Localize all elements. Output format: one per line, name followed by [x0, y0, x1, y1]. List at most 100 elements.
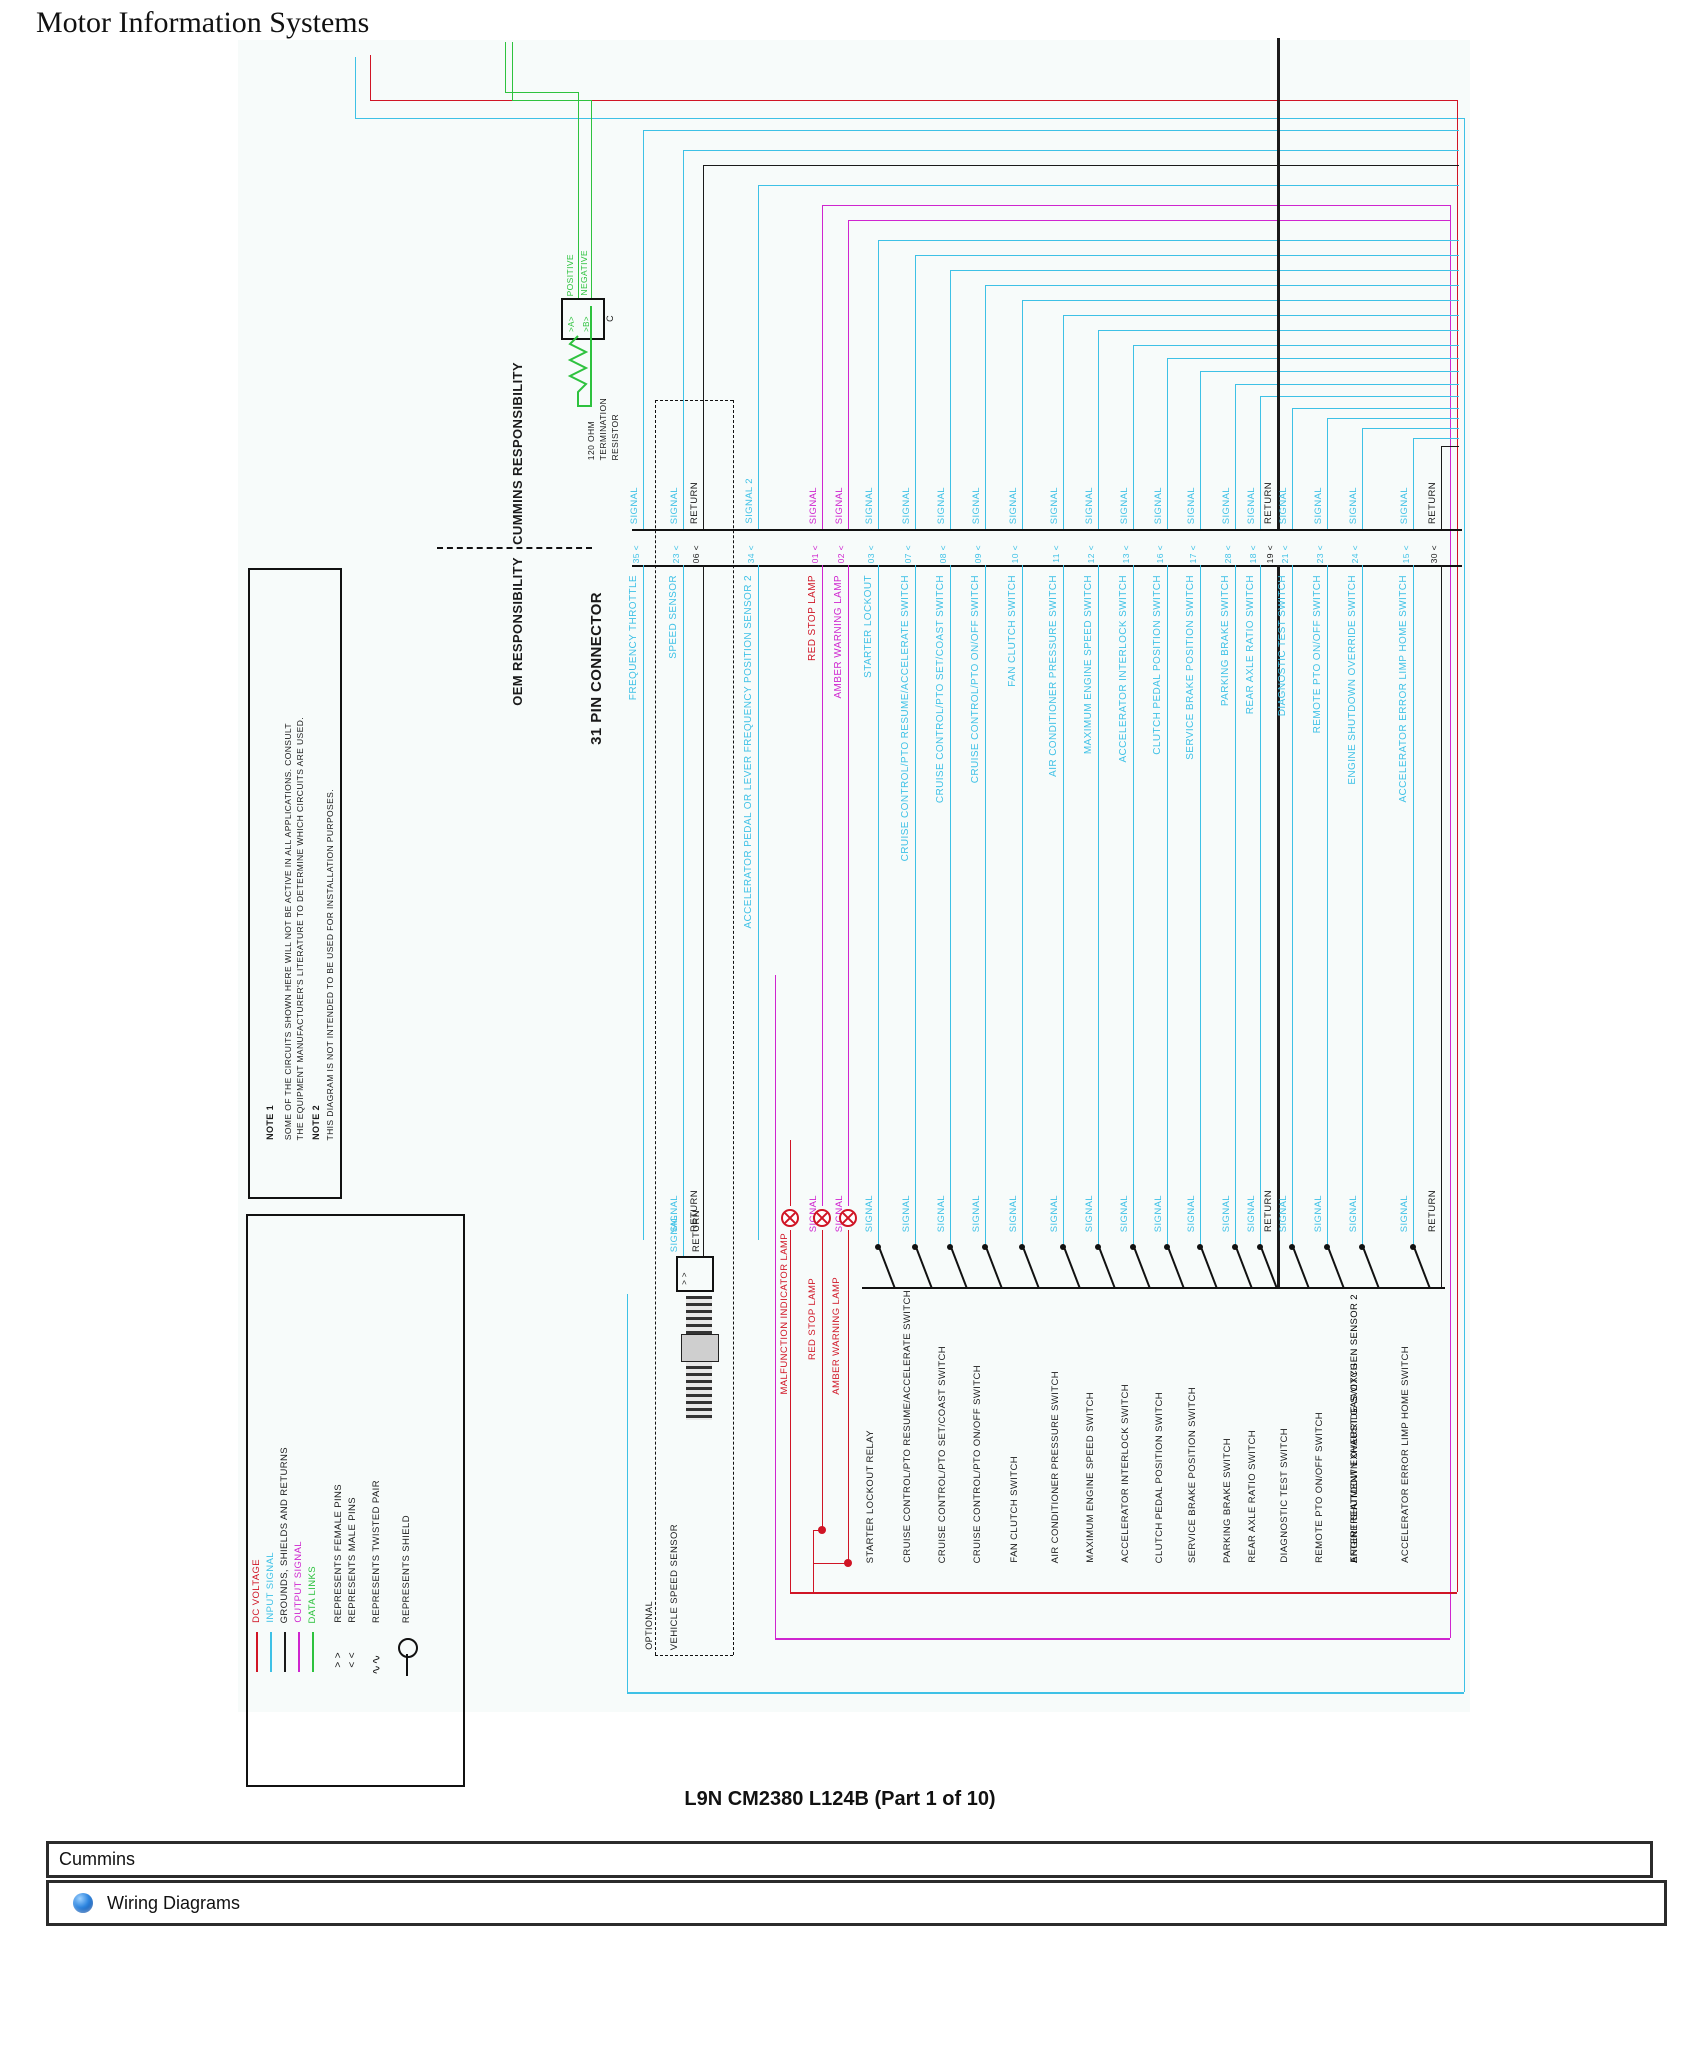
pin-11: 11 < [1051, 545, 1061, 563]
legend-sample-line [298, 1632, 300, 1672]
junction-dot [844, 1559, 852, 1567]
circuit-name-label: MAXIMUM ENGINE SPEED SWITCH [1083, 575, 1094, 755]
pin-c-label: C [605, 315, 615, 322]
fanout-horizontal [1441, 446, 1459, 447]
fanout-horizontal [915, 255, 1459, 256]
second-row-label: SIGNAL [901, 1194, 912, 1232]
second-row-label: SIGNAL [1084, 1194, 1095, 1232]
wire-vertical [950, 270, 951, 529]
wire-vertical [790, 1140, 791, 1206]
positive-label: POSITIVE [565, 253, 575, 296]
wire-vertical [878, 240, 879, 529]
pin-top-label: SIGNAL [669, 486, 680, 524]
wire-horizontal [813, 1563, 848, 1564]
indicator-lamp-icon [813, 1209, 831, 1227]
switch-label: CRUISE CONTROL/PTO ON/OFF SWITCH [972, 1364, 983, 1563]
fanout-horizontal [1133, 345, 1459, 346]
globe-icon [73, 1893, 93, 1913]
wire-vertical [1200, 371, 1201, 529]
fanout-horizontal [985, 285, 1459, 286]
speed-sensor-nut [681, 1334, 719, 1362]
page-title: Motor Information Systems [36, 6, 370, 39]
circuit-name-label: DIAGNOSTIC TEST SWITCH [1277, 575, 1288, 717]
resistor-label: 120 OHM [586, 420, 596, 460]
pin-13: 13 < [1121, 544, 1131, 563]
legend-box [246, 1214, 465, 1787]
pin-top-label: SIGNAL [864, 486, 875, 524]
second-row-label: SIGNAL [1186, 1194, 1197, 1232]
pin-03: 03 < [866, 544, 876, 563]
return-loop-right [1464, 118, 1465, 1692]
wire-vertical [950, 565, 951, 1245]
junction-dot [1095, 1244, 1101, 1250]
pin-b-label: >B> [582, 316, 591, 332]
pin-top-label: SIGNAL [1008, 486, 1019, 524]
wire-vertical [813, 1530, 814, 1592]
negative-label: NEGATIVE [579, 250, 589, 296]
wire-horizontal [813, 1530, 822, 1531]
wire-vertical [1413, 565, 1414, 1245]
pin-top-label: SIGNAL [1313, 486, 1324, 524]
pin-28: 28 < [1223, 544, 1233, 563]
return-bus-bottom [627, 1692, 1464, 1694]
fanout-horizontal [1260, 396, 1459, 397]
wire-vertical [1063, 315, 1064, 529]
pin-top-label: SIGNAL [971, 486, 982, 524]
legend-item-label: REPRESENTS TWISTED PAIR [371, 1480, 382, 1623]
legend-item-label: REPRESENTS FEMALE PINS [333, 1484, 344, 1623]
junction-dot [1019, 1244, 1025, 1250]
pin-12: 12 < [1086, 544, 1096, 563]
fanout-horizontal [822, 205, 1450, 206]
section-bar[interactable]: Wiring Diagrams [46, 1880, 1667, 1926]
legend-item-label: GROUNDS, SHIELDS AND RETURNS [279, 1446, 290, 1623]
wire-vertical [1063, 565, 1064, 1245]
switch-label: AFTERTREATMENT EXHAUST GAS OXYGEN SENSOR… [1349, 1294, 1360, 1563]
wiring-diagram-canvas [238, 40, 1470, 1712]
wire-vertical [1362, 428, 1363, 529]
wire-vertical [848, 1230, 849, 1563]
wire-vertical [505, 42, 506, 92]
pin-top-label: SIGNAL [834, 486, 845, 524]
junction-dot [1257, 1244, 1263, 1250]
switch-label: MAXIMUM ENGINE SPEED SWITCH [1085, 1392, 1096, 1563]
output-bus-bottom [775, 1638, 1450, 1640]
wire-vertical [578, 92, 579, 298]
pin-08: 08 < [938, 544, 948, 563]
fanout-horizontal [1022, 300, 1459, 301]
male-pins-icon: < < [347, 1652, 358, 1668]
wire-horizontal [512, 100, 591, 101]
second-row-label: RETURN [1263, 1190, 1274, 1232]
legend-sample-line [284, 1632, 286, 1672]
fanout-horizontal [1235, 384, 1459, 385]
fanout-horizontal [643, 130, 1459, 131]
pin-23: 23 < [1315, 544, 1325, 563]
fanout-horizontal [1200, 371, 1459, 372]
legend-sample-line [270, 1632, 272, 1672]
fanout-horizontal [1063, 315, 1459, 316]
circuit-name-label: CRUISE CONTROL/PTO SET/COAST SWITCH [935, 575, 946, 804]
publisher-bar[interactable]: Cummins [46, 1841, 1653, 1878]
resistor-label: RESISTOR [610, 413, 620, 461]
legend-item-label: INPUT SIGNAL [265, 1552, 276, 1623]
circuit-name-label: CLUTCH PEDAL POSITION SWITCH [1152, 575, 1163, 755]
switch-label: SERVICE BRAKE POSITION SWITCH [1187, 1386, 1198, 1563]
circuit-name-label: REAR AXLE RATIO SWITCH [1245, 575, 1256, 715]
circuit-name-label: ACCELERATOR ERROR LIMP HOME SWITCH [1398, 575, 1409, 803]
pin-15: 15 < [1401, 544, 1411, 563]
junction-dot [1324, 1244, 1330, 1250]
circuit-name-label: SERVICE BRAKE POSITION SWITCH [1185, 575, 1196, 760]
legend-item-label: DATA LINKS [307, 1565, 318, 1624]
wire-vertical [1277, 565, 1280, 1287]
second-row-label: SIGNAL [1246, 1194, 1257, 1232]
publisher-label: Cummins [59, 1849, 136, 1869]
fanout-horizontal [1413, 438, 1459, 439]
pin-09: 09 < [973, 544, 983, 563]
switch-label: ACCELERATOR ERROR LIMP HOME SWITCH [1400, 1346, 1411, 1563]
fanout-horizontal [878, 240, 1459, 241]
switch-label: FAN CLUTCH SWITCH [1009, 1456, 1020, 1563]
lamp-label: RED STOP LAMP [807, 1278, 818, 1360]
pin-35: 35 < [631, 544, 641, 563]
pin-a-label: >A> [567, 316, 576, 332]
circuit-name-label: ACCELERATOR INTERLOCK SWITCH [1118, 575, 1129, 763]
optional-label: OPTIONAL [644, 1601, 654, 1650]
